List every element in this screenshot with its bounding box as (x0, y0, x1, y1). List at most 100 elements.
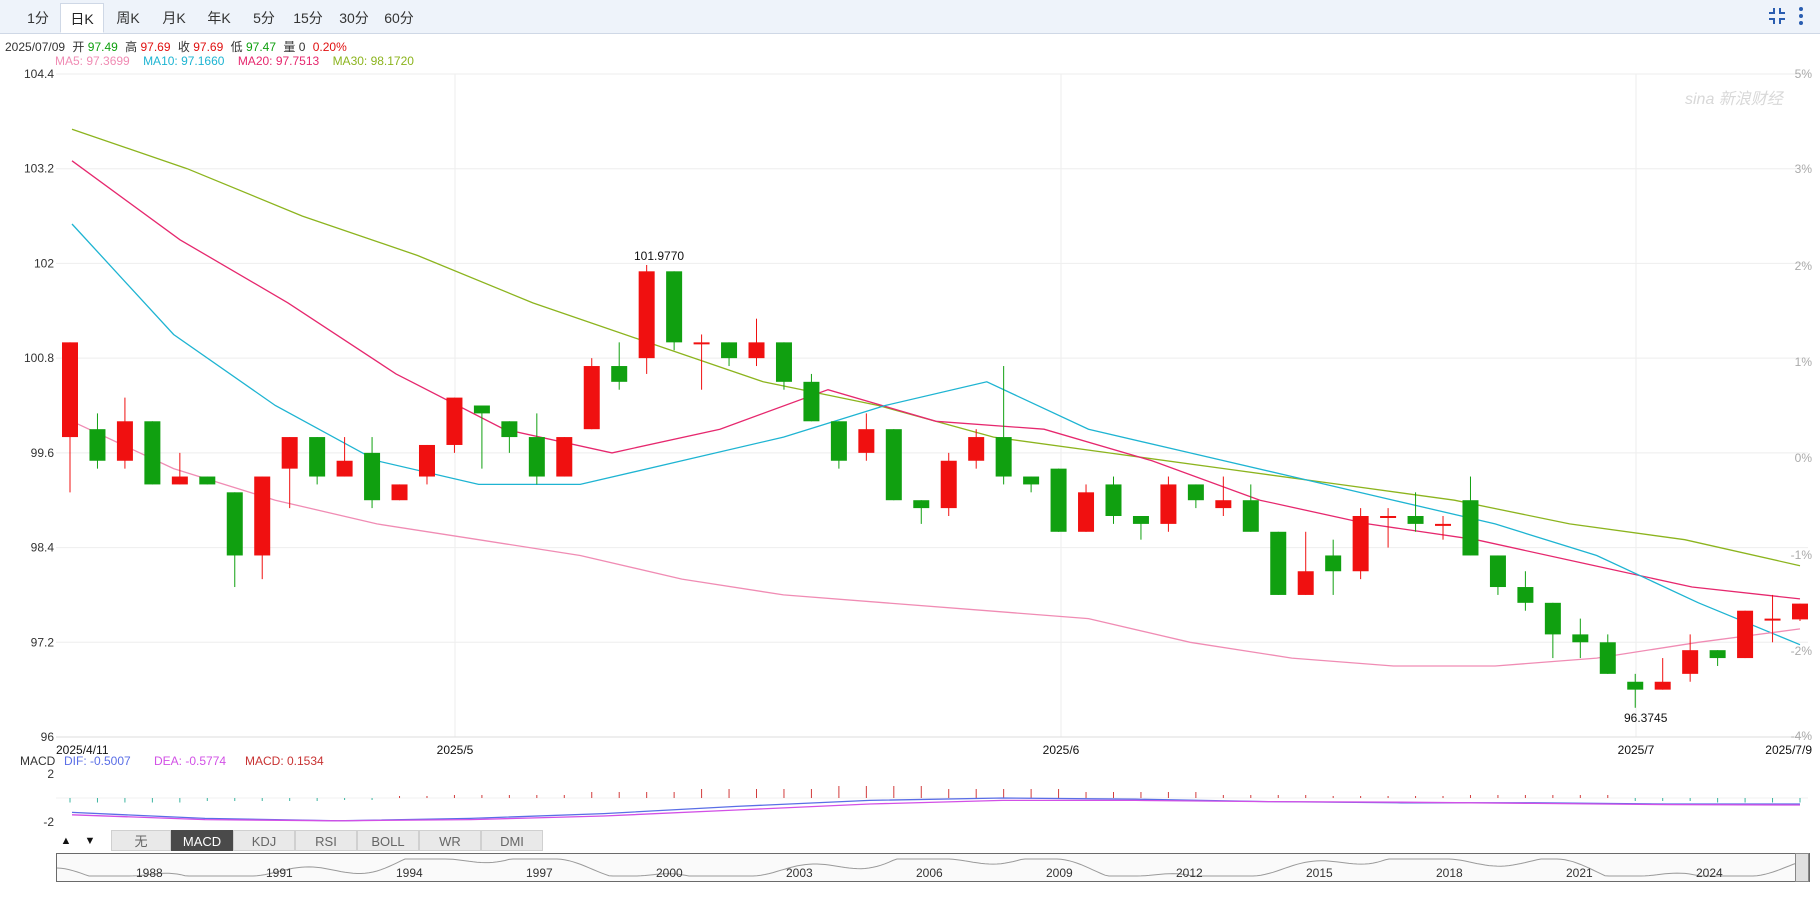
candle-body (1215, 500, 1232, 509)
candle-body (1764, 618, 1781, 621)
tab-30min[interactable]: 30分 (339, 10, 369, 26)
chart-grid (56, 73, 1808, 738)
macd-dif-label: DIF: -0.5007 (64, 754, 131, 768)
ma5-line (71, 420, 1801, 667)
candle-body (309, 437, 326, 477)
high-label: 高 (125, 40, 138, 54)
percent-tick-label: -4% (1791, 729, 1813, 743)
candle-body (1050, 468, 1067, 532)
tab-5min[interactable]: 5分 (253, 10, 275, 26)
navigator-year-label: 2021 (1566, 866, 1593, 880)
navigator-year-label: 1994 (396, 866, 423, 880)
candle-body (391, 484, 408, 501)
candle-body (1627, 681, 1644, 690)
navigator-year-label: 2009 (1046, 866, 1073, 880)
candle-body (556, 437, 573, 477)
low-value: 97.47 (245, 40, 276, 54)
macd-header: MACD DIF: -0.5007 DEA: -0.5774 MACD: 0.1… (20, 754, 324, 768)
candle-body (913, 500, 930, 509)
sina-watermark: sina 新浪财经 (1685, 90, 1785, 108)
close-value: 97.69 (193, 40, 224, 54)
candle-body (748, 342, 765, 359)
tab-daily-k[interactable]: 日K (60, 3, 104, 33)
macd-value-label: MACD: 0.1534 (245, 754, 324, 768)
exit-fullscreen-icon[interactable] (1768, 7, 1786, 25)
min-annotation: 96.3745 (1624, 711, 1668, 725)
time-range-navigator[interactable] (56, 853, 1810, 882)
tab-15min[interactable]: 15分 (293, 10, 323, 26)
candle-body (171, 476, 188, 485)
tab-yearly-k[interactable]: 年K (207, 10, 231, 26)
candle-body (638, 271, 655, 359)
close-label: 收 (177, 40, 190, 54)
candle-body (1023, 476, 1040, 485)
candle-body (1489, 555, 1506, 588)
candle-body (803, 381, 820, 422)
macd-dif-line (71, 797, 1800, 822)
indicator-tab-none[interactable]: 无 (111, 830, 171, 851)
candle-body (336, 460, 353, 477)
candle-body (199, 476, 216, 485)
percent-tick-label: 1% (1795, 355, 1813, 369)
candle-body (693, 342, 710, 345)
candle-body (1407, 516, 1424, 524)
indicator-tab-macd[interactable]: MACD (171, 830, 233, 851)
candle-body (775, 342, 792, 382)
candle-body (1654, 681, 1671, 690)
navigator-year-label: 2000 (656, 866, 683, 880)
tab-monthly-k[interactable]: 月K (162, 10, 186, 26)
indicator-tab-wr[interactable]: WR (419, 830, 481, 851)
candle-body (1352, 516, 1369, 572)
date-tick-label: 2025/4/11 (56, 743, 109, 757)
watermark-text: sina 新浪财经 (1685, 90, 1785, 108)
tab-weekly-k[interactable]: 周K (116, 10, 140, 26)
candle-body (1325, 555, 1342, 572)
indicator-up-arrow[interactable]: ▲ (60, 835, 72, 847)
candle-body (1187, 484, 1204, 501)
high-value: 97.69 (140, 40, 171, 54)
navigator-handle[interactable] (1795, 853, 1809, 882)
candle-body (1462, 500, 1479, 556)
indicator-tab-kdj[interactable]: KDJ (233, 830, 295, 851)
navigator-year-label: 2012 (1176, 866, 1203, 880)
candle-body (528, 437, 545, 477)
price-tick-label: 98.4 (31, 541, 55, 555)
candle-body (885, 429, 902, 501)
change-value: 0.20% (312, 40, 347, 54)
indicator-down-arrow[interactable]: ▼ (84, 835, 96, 847)
price-tick-label: 102 (34, 256, 54, 270)
more-vertical-icon[interactable] (1797, 5, 1805, 27)
indicator-tab-dmi[interactable]: DMI (481, 830, 543, 851)
navigator-year-label: 2003 (786, 866, 813, 880)
volume-label: 量 (283, 40, 296, 54)
candle-body (583, 366, 600, 430)
candle-body (1599, 642, 1616, 674)
candle-body (144, 421, 161, 485)
price-tick-label: 103.2 (24, 162, 54, 176)
candle-body (1078, 492, 1095, 532)
price-tick-label: 99.6 (31, 446, 55, 460)
candle-body (501, 421, 518, 438)
price-tick-label: 104.4 (24, 67, 54, 81)
candle-body (968, 437, 985, 461)
candle-body (611, 366, 628, 382)
info-date: 2025/07/09 (5, 40, 66, 54)
candle-body (1242, 500, 1259, 532)
price-tick-label: 96 (41, 730, 55, 744)
candle-body (1544, 602, 1561, 635)
ma-legend: MA5: 97.3699 MA10: 97.1660 MA20: 97.7513… (55, 54, 414, 68)
ma30-line (71, 128, 1801, 567)
volume-value: 0 (298, 40, 306, 54)
date-tick-label: 2025/5 (437, 743, 474, 757)
max-annotation: 101.9770 (634, 249, 684, 263)
low-label: 低 (230, 40, 243, 54)
candlesticks (62, 265, 1808, 708)
ma5-legend: MA5: 97.3699 (55, 54, 130, 68)
candle-body (1737, 610, 1754, 659)
tab-60min[interactable]: 60分 (384, 10, 414, 26)
indicator-tab-boll[interactable]: BOLL (357, 830, 419, 851)
navigator-sparkline (56, 858, 1810, 877)
tab-1min[interactable]: 1分 (27, 10, 49, 26)
indicator-tab-rsi[interactable]: RSI (295, 830, 357, 851)
